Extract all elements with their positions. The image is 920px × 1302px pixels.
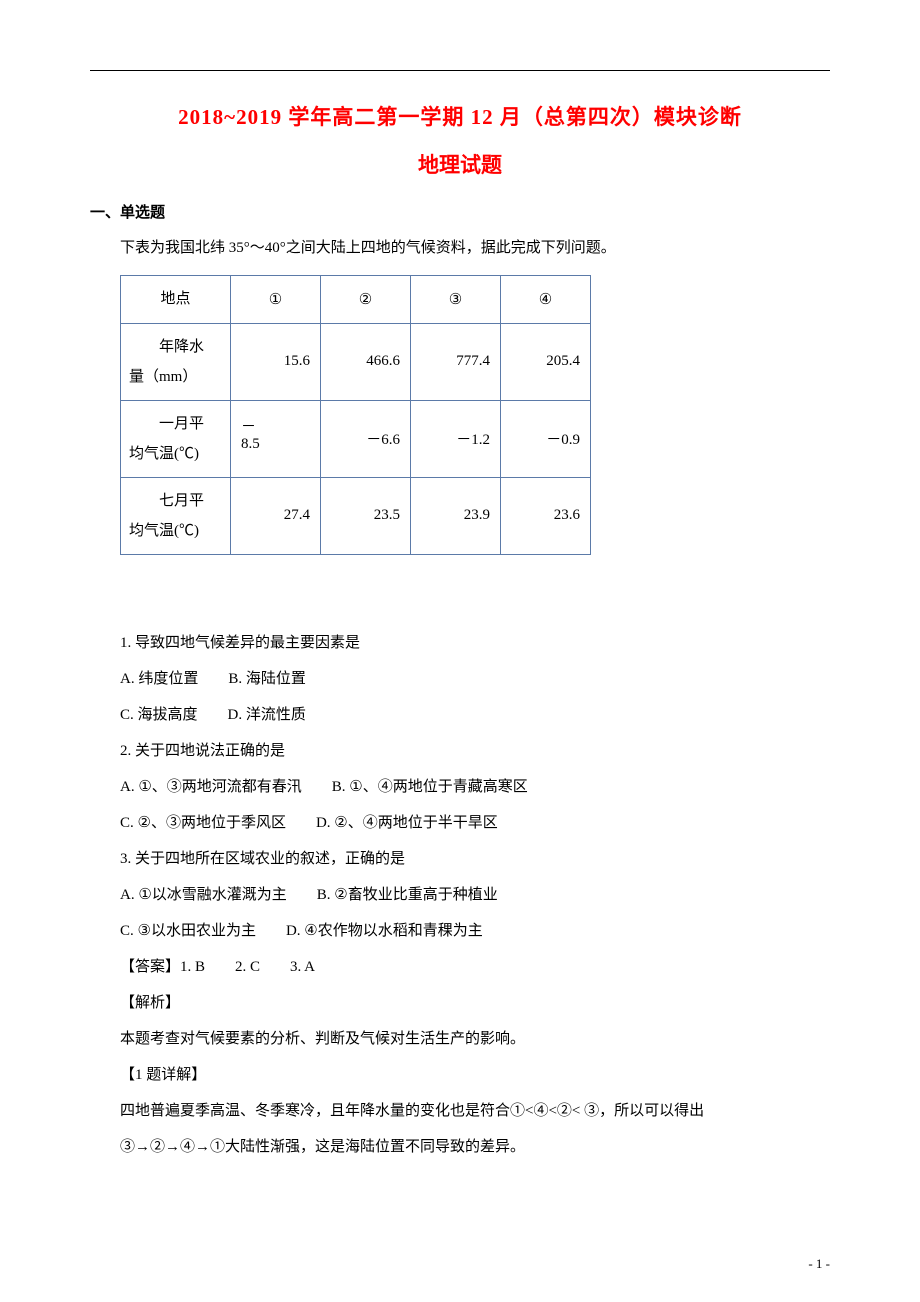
exam-subtitle: 地理试题 <box>90 149 830 179</box>
table-cell: 23.9 <box>411 477 501 554</box>
question-options: C. 海拔高度 D. 洋流性质 <box>90 697 830 733</box>
question-options: A. ①以冰雪融水灌溉为主 B. ②畜牧业比重高于种植业 <box>90 877 830 913</box>
section-heading: 一、单选题 <box>90 201 830 222</box>
table-cell: 15.6 <box>231 323 321 400</box>
question-stem: 3. 关于四地所在区域农业的叙述，正确的是 <box>90 841 830 877</box>
table-cell: －1.2 <box>411 400 501 477</box>
table-cell: －6.6 <box>321 400 411 477</box>
table-row-label: 七月平均气温(℃) <box>121 477 231 554</box>
page-number: - 1 - <box>808 1256 830 1272</box>
question-options: A. 纬度位置 B. 海陆位置 <box>90 661 830 697</box>
question-options: C. ②、③两地位于季风区 D. ②、④两地位于半干旱区 <box>90 805 830 841</box>
exam-title: 2018~2019 学年高二第一学期 12 月（总第四次）模块诊断 <box>90 101 830 131</box>
table-cell: 205.4 <box>501 323 591 400</box>
page-container: 2018~2019 学年高二第一学期 12 月（总第四次）模块诊断 地理试题 一… <box>0 0 920 1302</box>
detail-text: 四地普遍夏季高温、冬季寒冷，且年降水量的变化也是符合①<④<②< ③，所以可以得… <box>90 1093 830 1129</box>
table-cell: 777.4 <box>411 323 501 400</box>
question-options: C. ③以水田农业为主 D. ④农作物以水稻和青稞为主 <box>90 913 830 949</box>
table-header-cell: ② <box>321 275 411 323</box>
table-cell: 23.6 <box>501 477 591 554</box>
question-stem: 2. 关于四地说法正确的是 <box>90 733 830 769</box>
table-cell: － 8.5 <box>231 400 321 477</box>
table-header-cell: 地点 <box>121 275 231 323</box>
table-row-label: 年降水量（mm） <box>121 323 231 400</box>
question-options: A. ①、③两地河流都有春汛 B. ①、④两地位于青藏高寒区 <box>90 769 830 805</box>
climate-table: 地点 ① ② ③ ④ 年降水量（mm） 15.6 466.6 777.4 205… <box>120 275 591 555</box>
table-header-cell: ④ <box>501 275 591 323</box>
table-cell: 466.6 <box>321 323 411 400</box>
detail-text: ③→②→④→①大陆性渐强，这是海陆位置不同导致的差异。 <box>90 1129 830 1165</box>
table-row: 年降水量（mm） 15.6 466.6 777.4 205.4 <box>121 323 591 400</box>
table-row: 一月平均气温(℃) － 8.5 －6.6 －1.2 －0.9 <box>121 400 591 477</box>
explanation-label: 【解析】 <box>90 985 830 1021</box>
answers-line: 【答案】1. B 2. C 3. A <box>90 949 830 985</box>
explanation-text: 本题考查对气候要素的分析、判断及气候对生活生产的影响。 <box>90 1021 830 1057</box>
table-header-cell: ① <box>231 275 321 323</box>
table-cell: 23.5 <box>321 477 411 554</box>
table-row: 七月平均气温(℃) 27.4 23.5 23.9 23.6 <box>121 477 591 554</box>
top-rule <box>90 70 830 71</box>
table-row-label: 一月平均气温(℃) <box>121 400 231 477</box>
table-cell: －0.9 <box>501 400 591 477</box>
question-stem: 1. 导致四地气候差异的最主要因素是 <box>90 625 830 661</box>
detail-label: 【1 题详解】 <box>90 1057 830 1093</box>
table-cell: 27.4 <box>231 477 321 554</box>
table-header-row: 地点 ① ② ③ ④ <box>121 275 591 323</box>
table-header-cell: ③ <box>411 275 501 323</box>
section-intro: 下表为我国北纬 35°～40°之间大陆上四地的气候资料，据此完成下列问题。 <box>90 234 830 263</box>
